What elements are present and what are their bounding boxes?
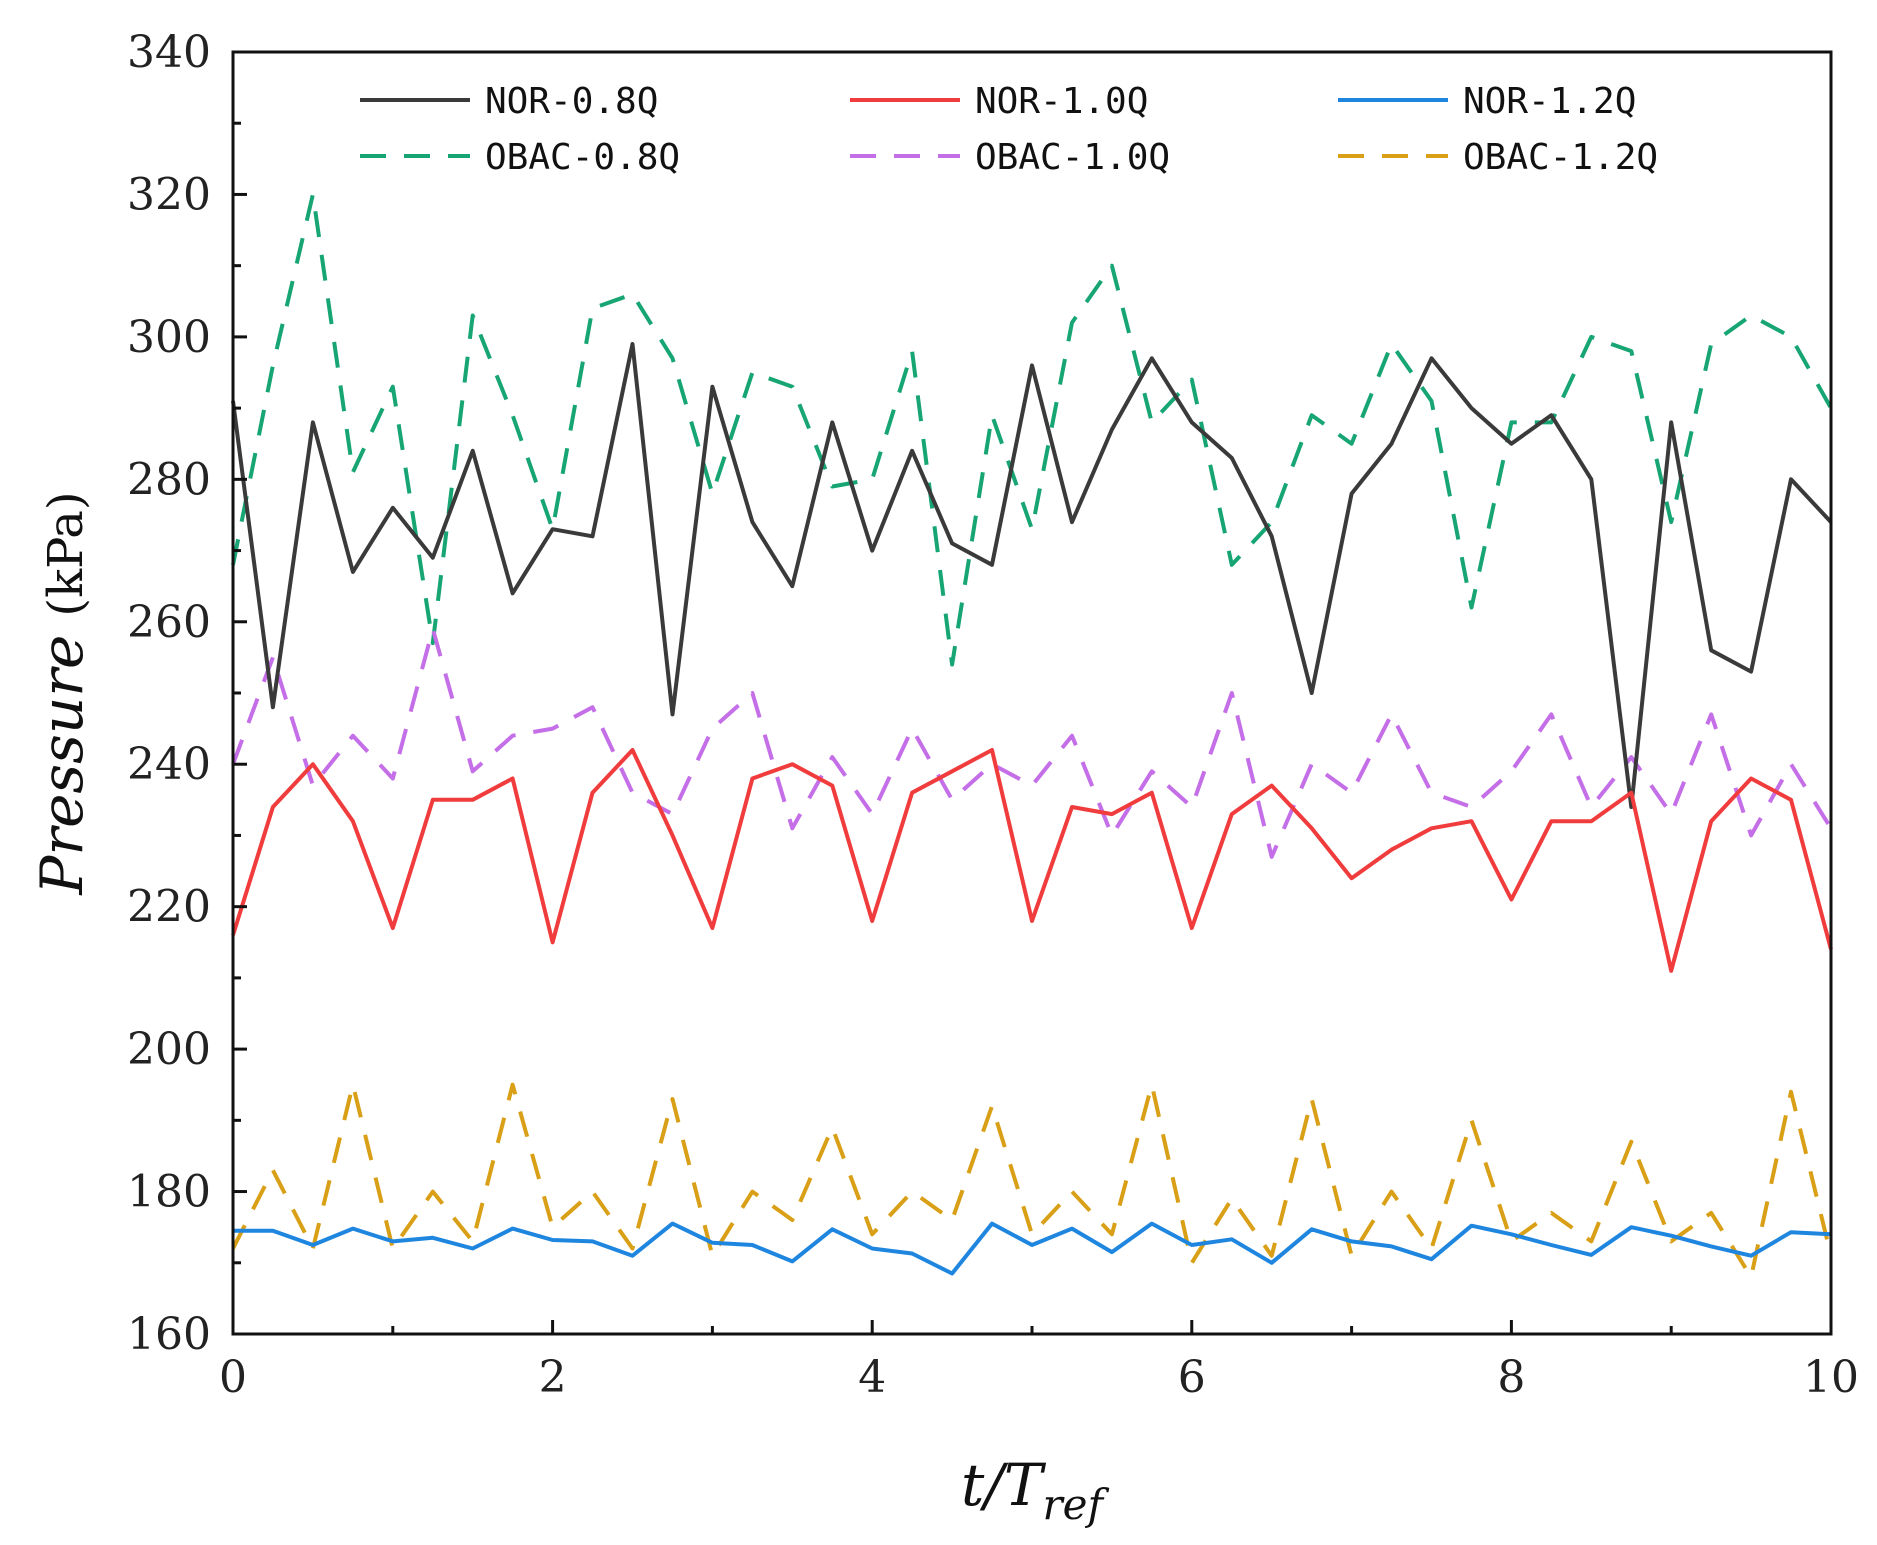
y-tick-label: 320 <box>127 169 211 220</box>
x-axis-label-main: t/T <box>961 1451 1047 1519</box>
y-tick-label: 180 <box>127 1167 211 1218</box>
y-tick-label: 260 <box>127 597 211 648</box>
x-tick-label: 6 <box>1178 1352 1206 1403</box>
y-tick-label: 340 <box>127 27 211 78</box>
y-axis-label-main: Pressure <box>28 635 96 896</box>
series-line-obac-1-0q <box>231 626 1833 859</box>
legend-label-nor-1-0q: NOR-1.0Q <box>975 81 1148 122</box>
legend-label-nor-1-2q: NOR-1.2Q <box>1463 81 1636 122</box>
y-tick-label: 220 <box>127 882 211 933</box>
series-line-nor-1-0q <box>231 748 1833 973</box>
x-tick-label: 8 <box>1497 1352 1525 1403</box>
x-axis-label: t/Tref <box>961 1451 1109 1529</box>
legend-label-obac-0-8q: OBAC-0.8Q <box>485 137 680 178</box>
y-axis-label-unit: (kPa) <box>38 491 94 616</box>
series-layer <box>231 192 1833 1279</box>
ticks-layer: 0 2 4 6 8 10 160 180 200 220 240 260 280 300 320 340 <box>127 27 1859 1403</box>
y-tick-label: 240 <box>127 739 211 790</box>
series-line-nor-0-8q <box>231 342 1833 809</box>
y-axis-label: Pressure (kPa) <box>28 491 96 895</box>
y-tick-label: 280 <box>127 454 211 505</box>
y-tick-label: 160 <box>127 1309 211 1360</box>
legend: NOR-0.8Q NOR-1.0Q NOR-1.2Q OBAC-0.8Q OBAC-1.… <box>360 81 1658 178</box>
svg-text:Pressure(kPa): Pressure (kPa) <box>28 491 96 895</box>
y-tick-label: 200 <box>127 1024 211 1075</box>
legend-label-obac-1-2q: OBAC-1.2Q <box>1463 137 1658 178</box>
series-line-obac-1-2q <box>231 1082 1833 1279</box>
x-tick-label: 4 <box>858 1352 886 1403</box>
x-tick-label: 0 <box>219 1352 247 1403</box>
series-line-nor-1-2q <box>233 1221 1832 1276</box>
x-tick-label: 10 <box>1803 1352 1859 1403</box>
y-tick-label: 300 <box>127 312 211 363</box>
legend-label-obac-1-0q: OBAC-1.0Q <box>975 137 1170 178</box>
series-line-obac-0-8q <box>231 192 1833 667</box>
x-tick-label: 2 <box>539 1352 567 1403</box>
legend-label-nor-0-8q: NOR-0.8Q <box>485 81 658 122</box>
x-axis-label-subscript: ref <box>1043 1480 1110 1529</box>
